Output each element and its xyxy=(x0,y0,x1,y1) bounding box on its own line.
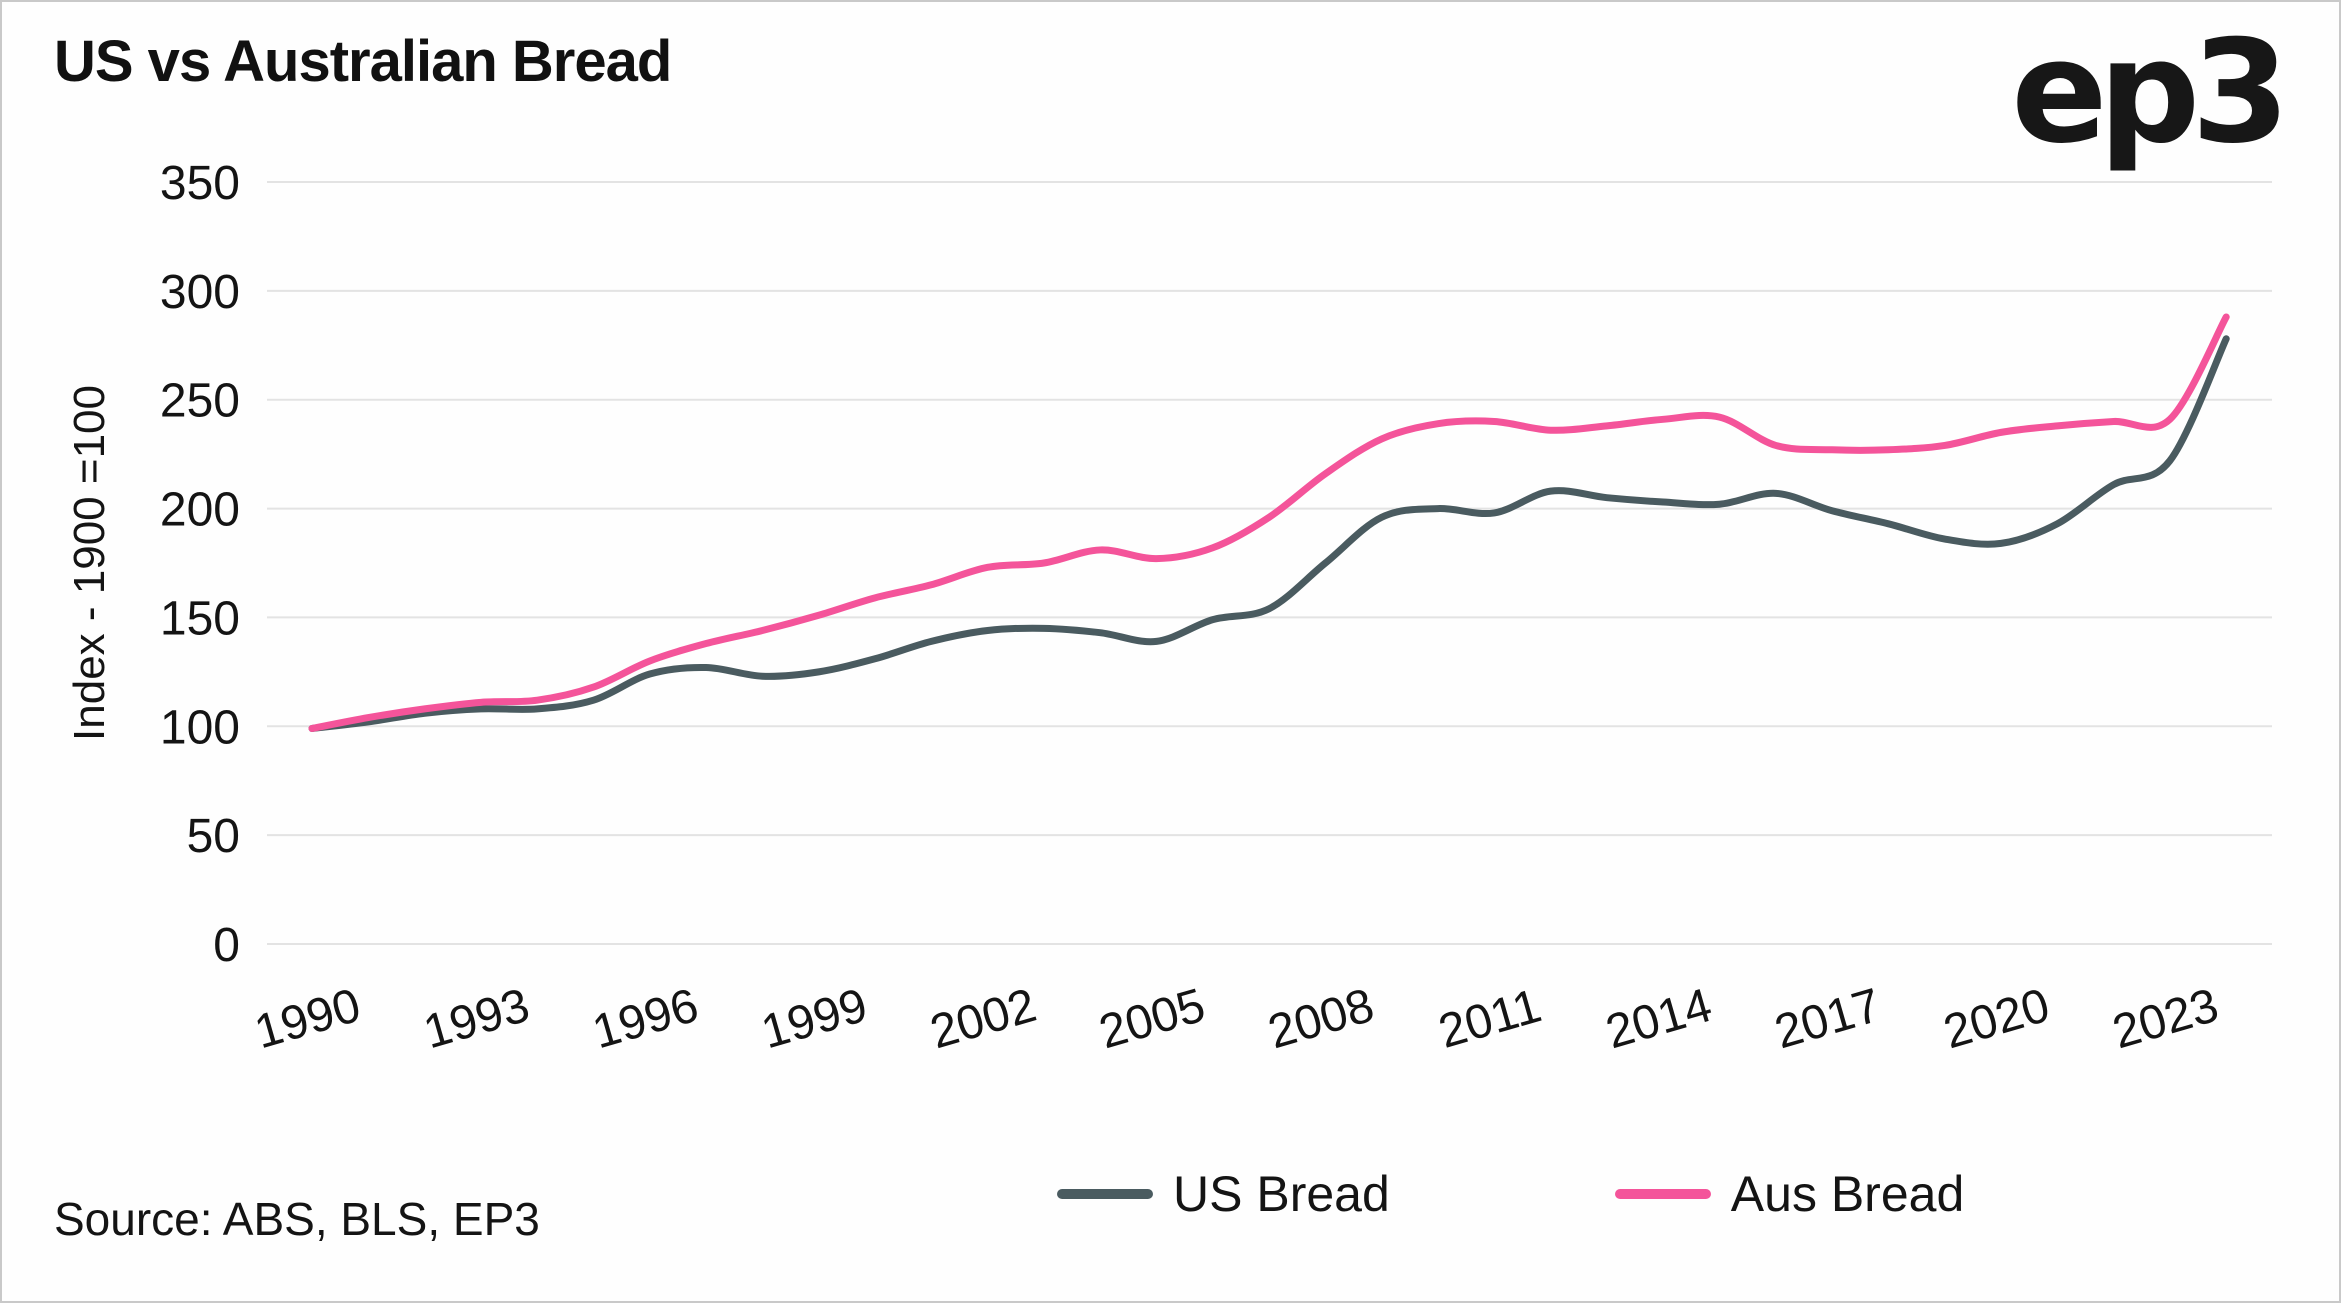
x-tick-label: 2014 xyxy=(1600,979,1717,1059)
x-tick-label: 2008 xyxy=(1263,979,1380,1059)
source-text: Source: ABS, BLS, EP3 xyxy=(54,1193,540,1245)
aus-line-swatch xyxy=(1614,1189,1711,1199)
x-tick-label: 1990 xyxy=(249,979,366,1059)
y-tick-label: 200 xyxy=(160,484,240,537)
legend-label-us: US Bread xyxy=(1173,1166,1390,1222)
us-line-swatch xyxy=(1057,1189,1153,1199)
series-line-us-bread xyxy=(308,335,2230,732)
x-tick-label: 2017 xyxy=(1769,979,1886,1059)
legend-item-us: US Bread xyxy=(1057,1165,1390,1223)
x-tick-label: 2005 xyxy=(1094,979,1211,1059)
y-tick-label: 300 xyxy=(160,266,240,319)
legend-item-aus: Aus Bread xyxy=(1614,1165,1965,1223)
x-tick-label: 1999 xyxy=(756,979,873,1059)
x-tick-label: 2002 xyxy=(925,979,1042,1059)
x-tick-label: 2011 xyxy=(1433,979,1547,1058)
y-tick-label: 150 xyxy=(160,592,240,645)
series-line-aus-bread xyxy=(308,313,2230,732)
y-tick-label: 0 xyxy=(213,919,240,972)
ep3-logo: ep3 xyxy=(2011,10,2290,175)
x-tick-label: 2020 xyxy=(1938,979,2055,1059)
y-tick-label: 350 xyxy=(160,157,240,210)
legend-label-aus: Aus Bread xyxy=(1730,1166,1965,1222)
y-tick-label: 250 xyxy=(160,375,240,428)
y-tick-label: 50 xyxy=(187,810,240,863)
y-tick-label: 100 xyxy=(160,701,240,754)
legend: US Bread Aus Bread xyxy=(1057,1165,1964,1223)
x-tick-label: 2023 xyxy=(2107,979,2224,1059)
x-tick-label: 1993 xyxy=(418,979,535,1059)
x-tick-label: 1996 xyxy=(587,979,704,1059)
chart-title: US vs Australian Bread xyxy=(54,29,672,94)
